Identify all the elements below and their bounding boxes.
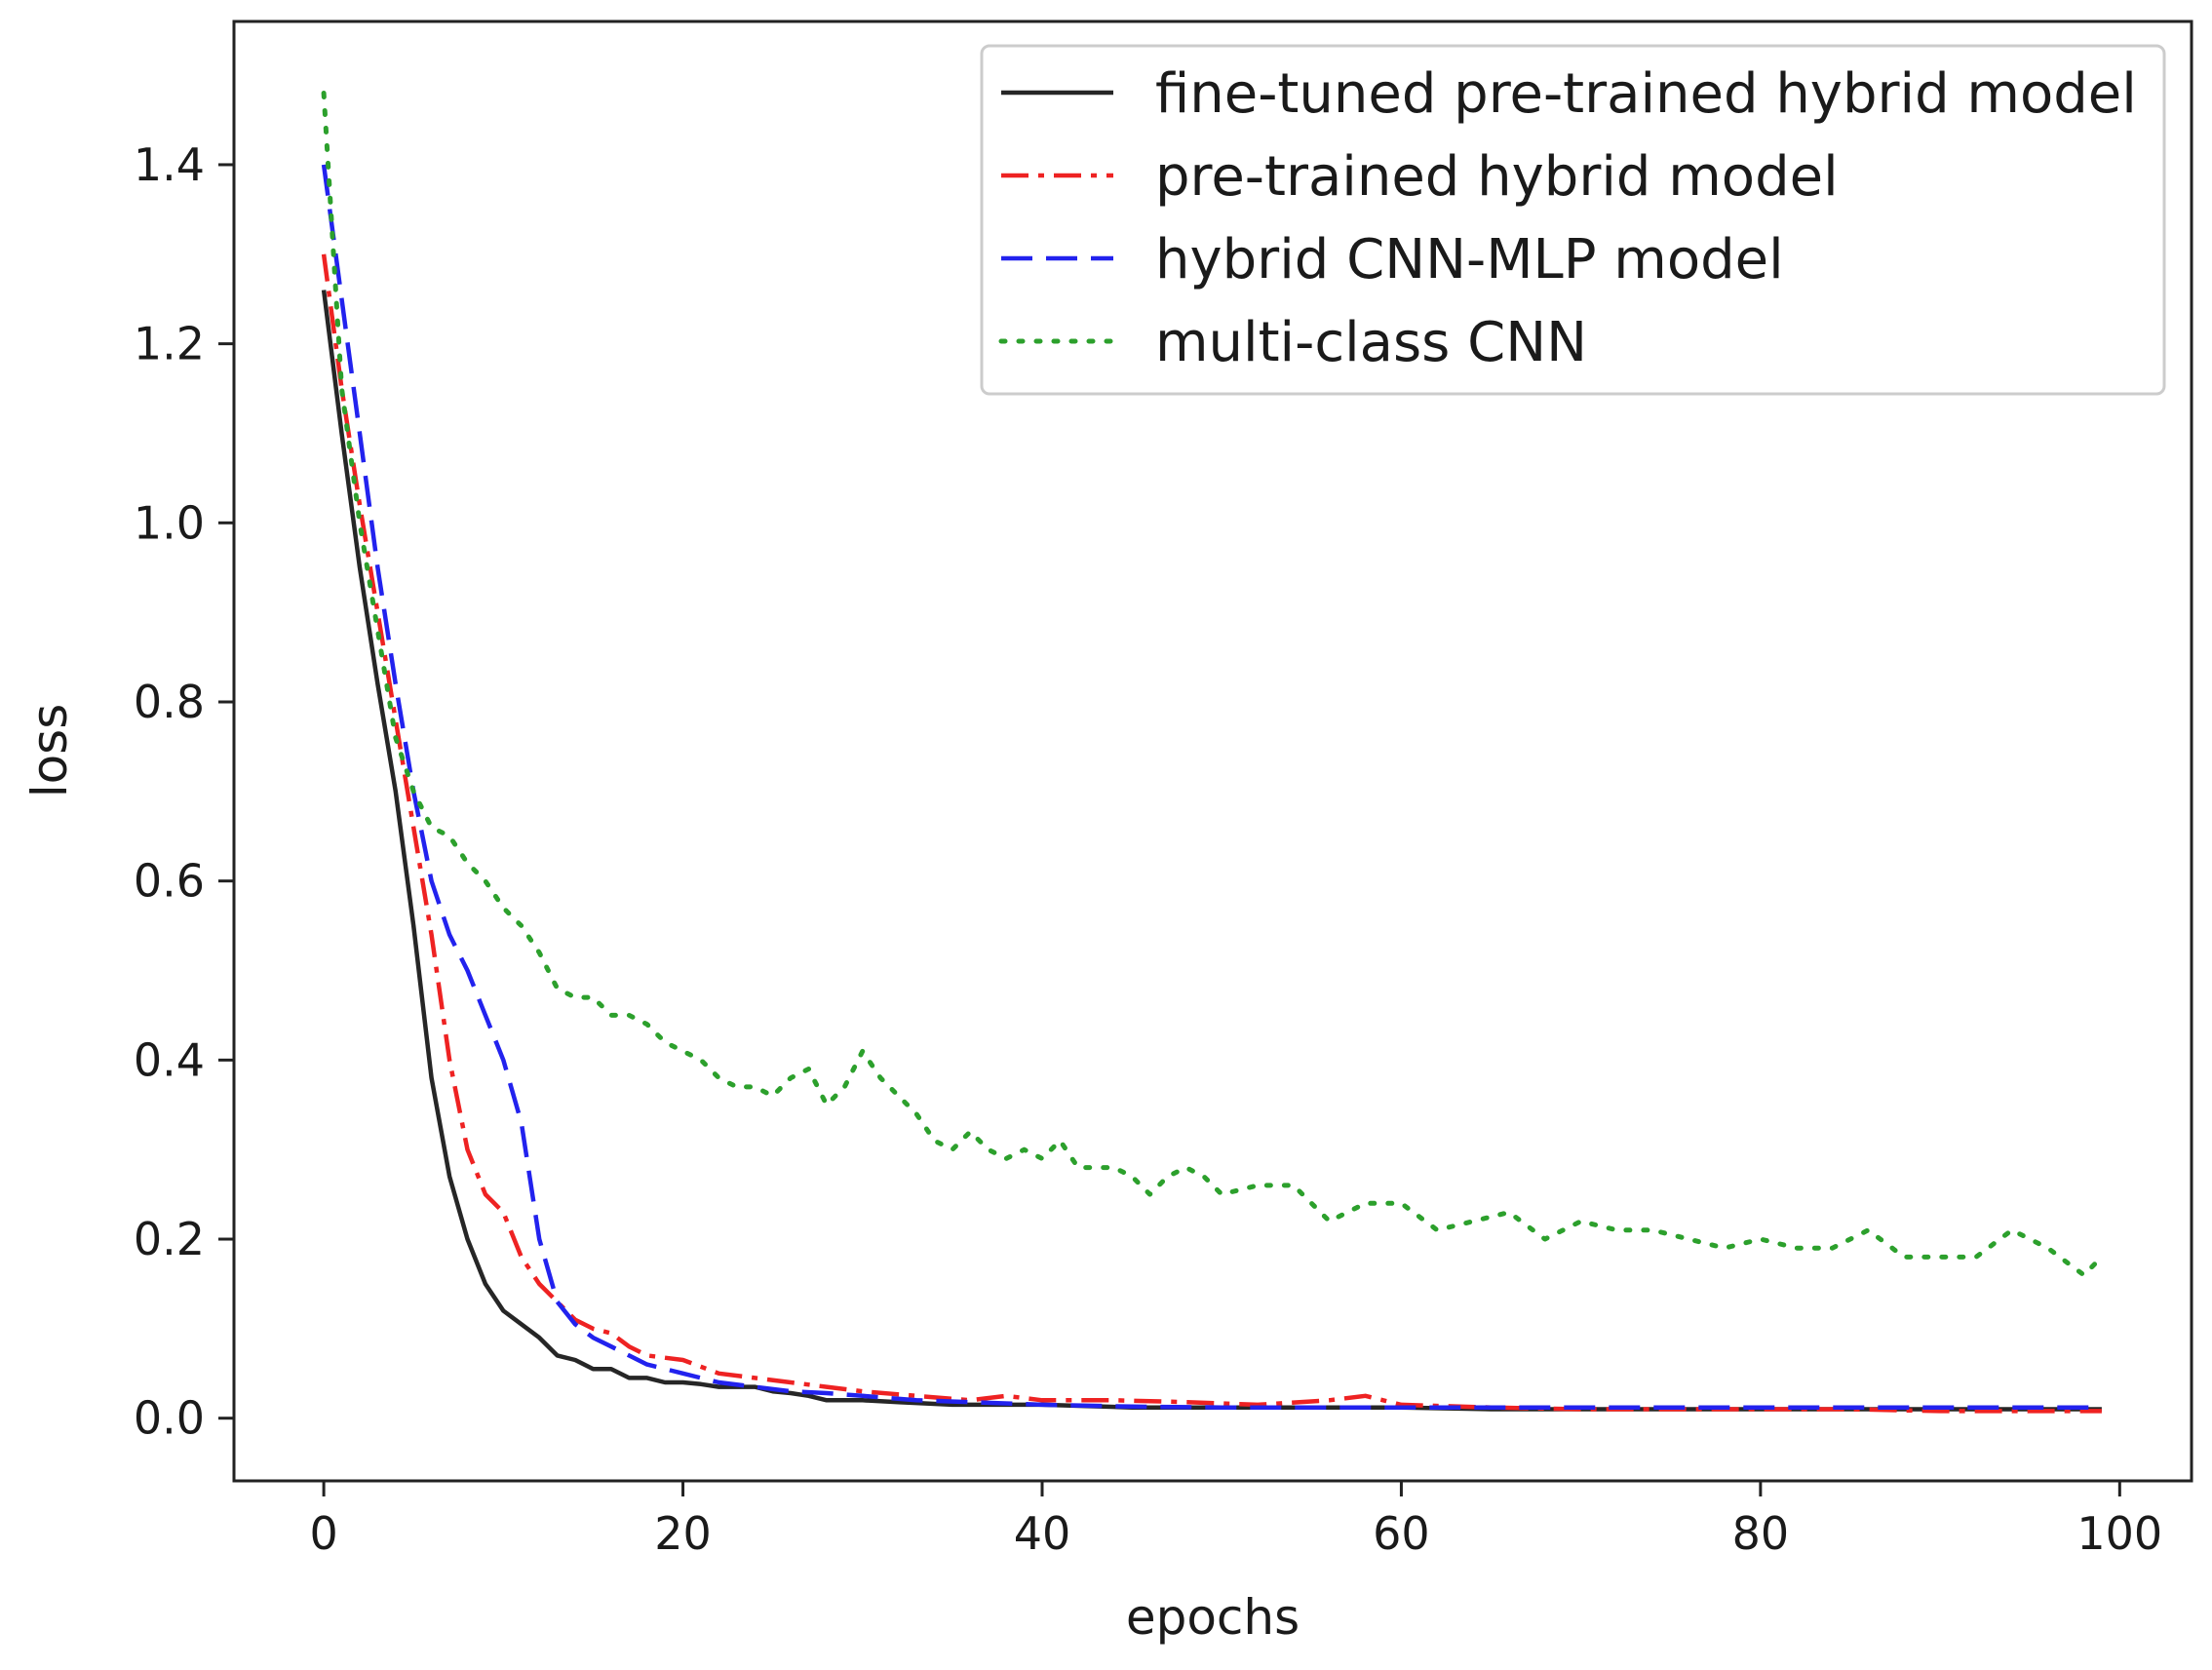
y-axis-ticks: 0.0 0.2 0.4 0.6 0.8 1.0 1.2 1.4 bbox=[134, 138, 234, 1445]
x-tick-label: 80 bbox=[1732, 1507, 1790, 1560]
x-tick-label: 0 bbox=[309, 1507, 337, 1560]
y-tick-label: 0.4 bbox=[134, 1033, 205, 1086]
legend-box bbox=[980, 44, 2166, 396]
y-tick-label: 0.0 bbox=[134, 1392, 205, 1445]
x-tick-label: 60 bbox=[1373, 1507, 1430, 1560]
y-tick-label: 0.2 bbox=[134, 1213, 205, 1265]
y-tick-label: 1.2 bbox=[134, 318, 205, 370]
legend-label-2: pre-trained hybrid model bbox=[1155, 145, 1839, 209]
series-line-4 bbox=[321, 91, 2105, 1278]
legend: fine-tuned pre-trained hybrid model pre-t… bbox=[980, 44, 2166, 396]
legend-label-3: hybrid CNN-MLP model bbox=[1155, 228, 1784, 291]
x-axis-ticks: 0 20 40 60 80 100 bbox=[309, 1481, 2162, 1560]
x-tick-label: 40 bbox=[1014, 1507, 1071, 1560]
y-tick-label: 0.6 bbox=[134, 855, 205, 908]
y-tick-label: 1.0 bbox=[134, 496, 205, 549]
series-lines bbox=[321, 91, 2105, 1414]
x-tick-label: 100 bbox=[2076, 1507, 2162, 1560]
legend-label-4: multi-class CNN bbox=[1155, 311, 1587, 374]
y-tick-label: 0.8 bbox=[134, 676, 205, 728]
x-tick-label: 20 bbox=[654, 1507, 712, 1560]
legend-label-1: fine-tuned pre-trained hybrid model bbox=[1155, 62, 2137, 126]
series-line-3 bbox=[321, 164, 2102, 1410]
x-axis-label: epochs bbox=[1126, 1589, 1300, 1646]
y-axis-label: loss bbox=[21, 704, 78, 798]
plot-frame bbox=[232, 19, 2193, 1483]
y-tick-label: 1.4 bbox=[134, 138, 205, 191]
